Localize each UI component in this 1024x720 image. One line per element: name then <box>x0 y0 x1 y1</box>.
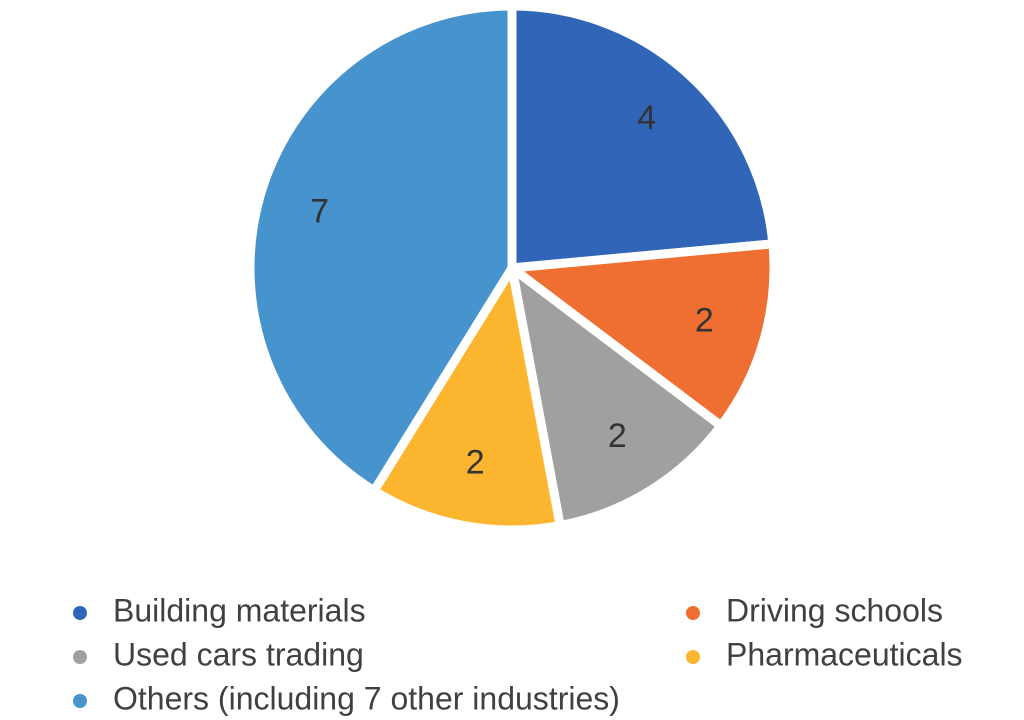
pie-slice <box>505 257 728 531</box>
legend-label: Others (including 7 other industries) <box>113 680 620 716</box>
data-label: 2 <box>466 444 485 482</box>
legend-label: Used cars trading <box>113 636 364 672</box>
data-label: 4 <box>637 99 656 137</box>
legend-marker <box>73 606 87 620</box>
pie-slice <box>245 1 517 497</box>
legend-marker <box>686 650 700 664</box>
legend-label: Building materials <box>113 592 366 628</box>
pie-slice <box>500 238 779 433</box>
legend-marker <box>73 694 87 708</box>
legend-label: Driving schools <box>726 592 943 628</box>
legend-marker <box>73 650 87 664</box>
data-label: 2 <box>695 302 714 340</box>
pie-slice <box>507 1 778 273</box>
legend-marker <box>686 606 700 620</box>
legend-label: Pharmaceuticals <box>726 636 963 672</box>
data-label: 2 <box>608 417 627 455</box>
data-label: 7 <box>310 192 329 230</box>
pie-slice <box>367 255 566 535</box>
